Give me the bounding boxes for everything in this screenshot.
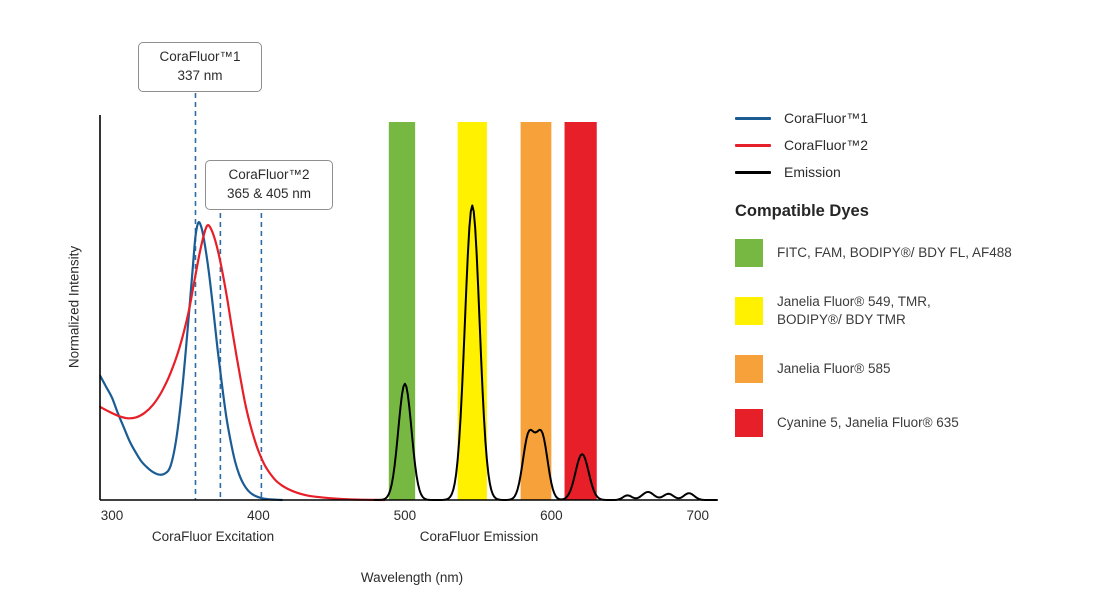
annotation-corafluor2: CoraFluor™2 365 & 405 nm — [205, 160, 333, 210]
green-dye-swatch — [735, 239, 763, 267]
annotation-corafluor1: CoraFluor™1 337 nm — [138, 42, 262, 92]
corafluor2-line-swatch — [735, 143, 771, 147]
compatible-dyes-title: Compatible Dyes — [735, 202, 869, 220]
x-tick-300: 300 — [100, 508, 124, 523]
yellow-dye-label: Janelia Fluor® 549, TMR, BODIPY®/ BDY TM… — [777, 294, 931, 328]
legend-item-corafluor2: CoraFluor™2 — [735, 137, 1103, 153]
annotation-corafluor1-title: CoraFluor™1 — [159, 49, 241, 64]
red-dye-swatch — [735, 409, 763, 438]
excitation-group-label: CoraFluor Excitation — [151, 529, 275, 544]
corafluor1-line-swatch — [735, 116, 771, 120]
x-tick-700: 700 — [686, 508, 710, 523]
emission-line-swatch — [735, 170, 771, 174]
excitation-curve-0 — [99, 221, 283, 502]
emission-group-label: CoraFluor Emission — [419, 529, 539, 544]
legend-item-emission: Emission — [735, 164, 1103, 180]
legend-item-corafluor1: CoraFluor™1 — [735, 110, 1103, 126]
filter-band-0 — [388, 122, 416, 500]
dye-item-yellow: Janelia Fluor® 549, TMR, BODIPY®/ BDY TM… — [735, 293, 1103, 329]
red-dye-label: Cyanine 5, Janelia Fluor® 635 — [777, 415, 959, 431]
dye-item-red: Cyanine 5, Janelia Fluor® 635 — [735, 409, 1103, 438]
x-tick-500: 500 — [393, 508, 417, 523]
filter-band-2 — [520, 122, 552, 500]
legend-panel: CoraFluor™1 CoraFluor™2 Emission Compati… — [735, 110, 1103, 463]
y-axis-label: Normalized Intensity — [66, 245, 82, 369]
x-tick-600: 600 — [540, 508, 563, 523]
dye-item-orange: Janelia Fluor® 585 — [735, 355, 1103, 384]
legend-label-emission: Emission — [784, 164, 841, 180]
annotation-corafluor2-value: 365 & 405 nm — [226, 185, 312, 201]
x-tick-400: 400 — [247, 508, 270, 523]
annotation-corafluor1-value: 337 nm — [177, 67, 223, 83]
annotation-corafluor2-title: CoraFluor™2 — [228, 167, 310, 182]
filter-band-3 — [564, 122, 597, 500]
filter-band-1 — [457, 122, 487, 500]
excitation-curve-1 — [99, 224, 386, 502]
x-tick-labels: 300 400 500 600 700 — [0, 508, 1110, 526]
green-dye-label: FITC, FAM, BODIPY®/ BDY FL, AF488 — [777, 244, 1012, 260]
legend-label-corafluor2: CoraFluor™2 — [784, 137, 869, 153]
x-axis-label: Wavelength (nm) — [360, 570, 464, 585]
dye-item-green: FITC, FAM, BODIPY®/ BDY FL, AF488 — [735, 239, 1103, 267]
yellow-dye-swatch — [735, 297, 763, 326]
orange-dye-label: Janelia Fluor® 585 — [777, 361, 891, 377]
legend-label-corafluor1: CoraFluor™1 — [784, 110, 869, 126]
orange-dye-swatch — [735, 355, 763, 384]
